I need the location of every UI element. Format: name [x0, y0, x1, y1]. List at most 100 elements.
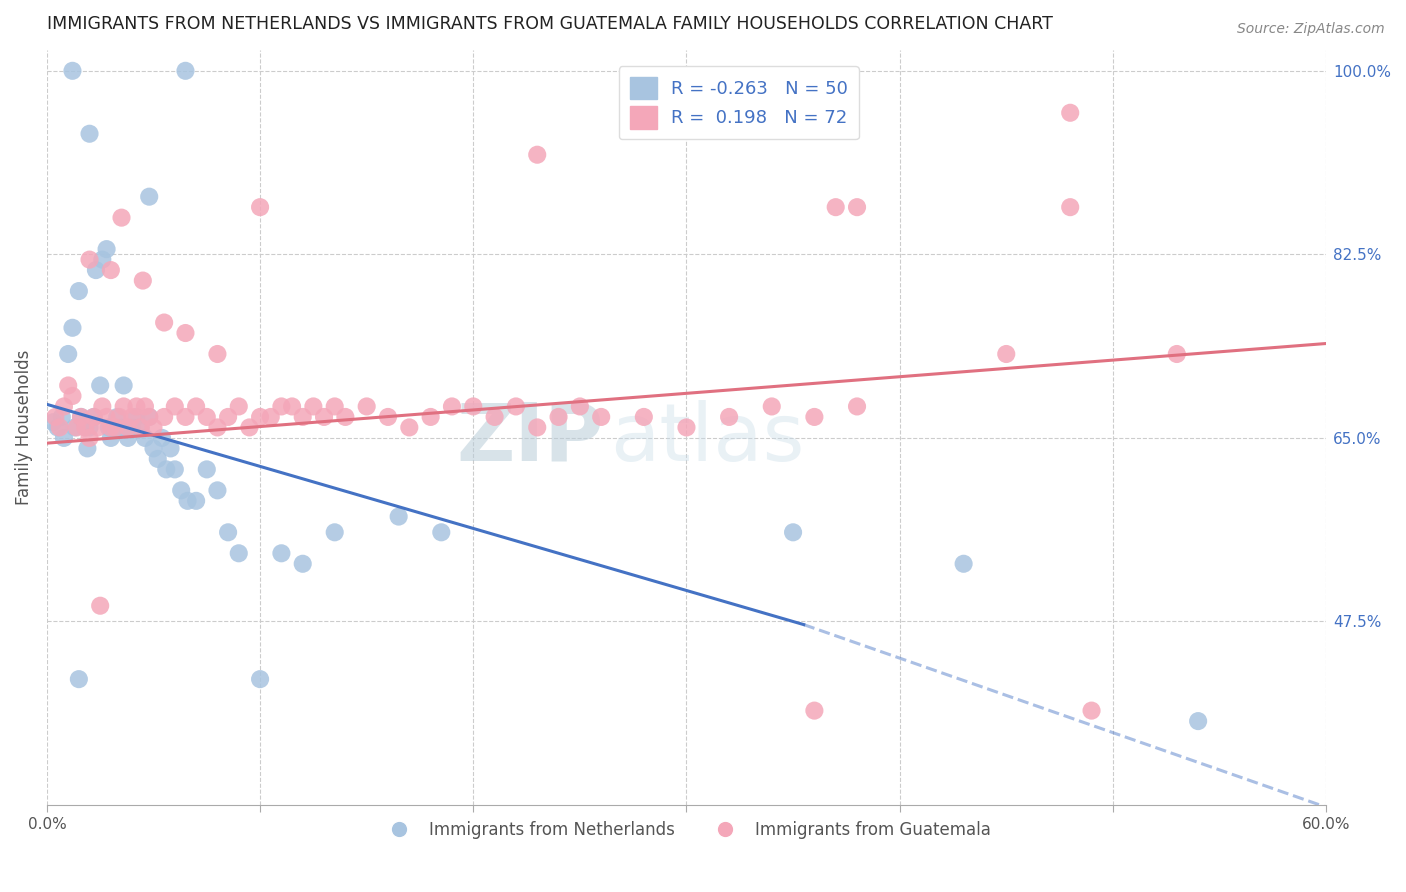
Point: [87, 420, 110, 434]
Point: [75, 420, 97, 434]
Point: [79, 127, 101, 141]
Point: [1059, 200, 1081, 214]
Point: [270, 546, 292, 560]
Point: [291, 557, 314, 571]
Point: [110, 211, 132, 225]
Point: [249, 200, 271, 214]
Text: Source: ZipAtlas.com: Source: ZipAtlas.com: [1237, 22, 1385, 37]
Point: [153, 409, 176, 424]
Point: [104, 420, 127, 434]
Point: [112, 378, 135, 392]
Point: [463, 400, 485, 414]
Point: [217, 525, 239, 540]
Point: [58, 347, 80, 361]
Point: [100, 420, 122, 434]
Point: [591, 409, 613, 424]
Point: [207, 420, 229, 434]
Point: [568, 400, 591, 414]
Point: [419, 409, 441, 424]
Point: [761, 400, 783, 414]
Point: [121, 420, 143, 434]
Point: [291, 409, 314, 424]
Point: [484, 409, 506, 424]
Point: [163, 462, 186, 476]
Point: [125, 409, 148, 424]
Point: [174, 409, 197, 424]
Point: [110, 420, 132, 434]
Point: [62, 389, 84, 403]
Point: [108, 409, 131, 424]
Point: [260, 409, 283, 424]
Point: [1080, 704, 1102, 718]
Point: [129, 420, 152, 434]
Point: [142, 442, 165, 456]
Point: [44, 409, 66, 424]
Point: [79, 252, 101, 267]
Point: [547, 409, 569, 424]
Point: [79, 431, 101, 445]
Point: [430, 525, 453, 540]
Point: [75, 420, 97, 434]
Point: [207, 483, 229, 498]
Point: [117, 431, 139, 445]
Point: [142, 420, 165, 434]
Point: [138, 409, 160, 424]
Point: [84, 263, 107, 277]
Point: [526, 147, 548, 161]
Point: [803, 409, 825, 424]
Point: [633, 409, 655, 424]
Text: IMMIGRANTS FROM NETHERLANDS VS IMMIGRANTS FROM GUATEMALA FAMILY HOUSEHOLDS CORRE: IMMIGRANTS FROM NETHERLANDS VS IMMIGRANT…: [46, 15, 1053, 33]
Point: [66, 420, 89, 434]
Point: [1166, 347, 1188, 361]
Point: [153, 316, 176, 330]
Point: [228, 400, 250, 414]
Point: [440, 400, 463, 414]
Point: [70, 409, 93, 424]
Point: [112, 400, 135, 414]
Point: [184, 400, 207, 414]
Point: [195, 462, 218, 476]
Point: [170, 483, 193, 498]
Point: [323, 400, 346, 414]
Point: [1059, 105, 1081, 120]
Point: [228, 546, 250, 560]
Point: [1187, 714, 1209, 728]
Point: [146, 451, 169, 466]
Point: [184, 493, 207, 508]
Point: [79, 420, 101, 434]
Y-axis label: Family Households: Family Households: [15, 350, 32, 505]
Legend: Immigrants from Netherlands, Immigrants from Guatemala: Immigrants from Netherlands, Immigrants …: [375, 814, 997, 846]
Point: [174, 326, 197, 340]
Point: [238, 420, 260, 434]
Point: [134, 400, 156, 414]
Point: [505, 400, 527, 414]
Point: [46, 420, 69, 434]
Point: [83, 409, 105, 424]
Point: [846, 400, 869, 414]
Point: [195, 409, 218, 424]
Point: [100, 263, 122, 277]
Point: [89, 599, 111, 613]
Point: [62, 63, 84, 78]
Point: [155, 462, 177, 476]
Point: [100, 431, 122, 445]
Point: [176, 493, 198, 508]
Point: [121, 409, 143, 424]
Point: [952, 557, 974, 571]
Point: [67, 672, 90, 686]
Point: [526, 420, 548, 434]
Point: [718, 409, 741, 424]
Point: [217, 409, 239, 424]
Point: [846, 200, 869, 214]
Point: [96, 242, 118, 256]
Point: [134, 431, 156, 445]
Point: [782, 525, 804, 540]
Point: [207, 347, 229, 361]
Point: [281, 400, 304, 414]
Point: [104, 420, 127, 434]
Point: [42, 415, 65, 429]
Point: [675, 420, 697, 434]
Point: [91, 252, 114, 267]
Point: [63, 420, 86, 434]
Point: [377, 409, 399, 424]
